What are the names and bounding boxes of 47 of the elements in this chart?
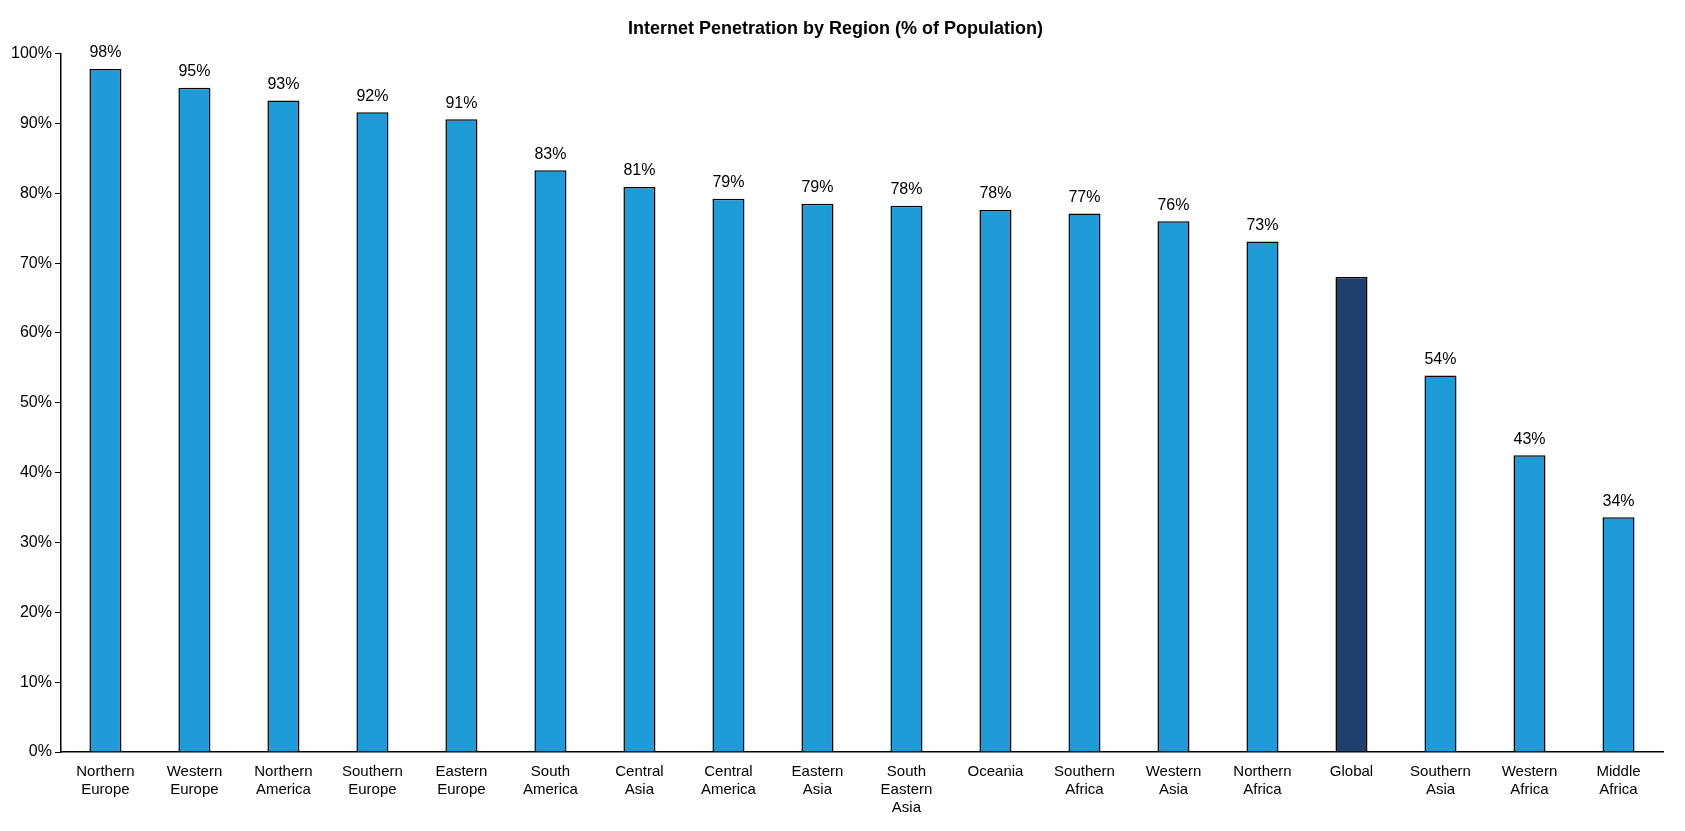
x-tick-label: Eastern Europe: [435, 762, 488, 798]
x-tick-label: Western Africa: [1501, 762, 1558, 798]
x-tick-label: Central Asia: [615, 762, 664, 798]
x-tick-label: Global: [1329, 762, 1374, 780]
x-tick-label: Eastern Asia: [791, 762, 844, 798]
x-tick-label: Middle Africa: [1596, 762, 1641, 798]
y-tick-label: 90%: [19, 113, 52, 131]
x-tick-label: Southern Europe: [341, 762, 403, 798]
x-tick-label: Central America: [700, 762, 757, 798]
y-tick-label: 40%: [19, 463, 52, 481]
y-tick-label: 80%: [19, 183, 52, 201]
data-label: 93%: [267, 74, 300, 92]
data-label: 54%: [1424, 349, 1457, 367]
data-label: 77%: [1068, 187, 1101, 205]
y-tick-label: 20%: [19, 602, 52, 620]
data-label: 92%: [356, 86, 389, 104]
y-tick-label: 50%: [19, 393, 52, 411]
x-tick-label: Southern Asia: [1410, 762, 1471, 798]
data-label: 76%: [1157, 195, 1190, 213]
y-tick-label: 60%: [19, 323, 52, 341]
y-tick-label: 70%: [19, 253, 52, 271]
data-label: 43%: [1513, 429, 1546, 447]
x-tick-label: Western Europe: [166, 762, 223, 798]
y-tick-label: 10%: [19, 672, 52, 690]
data-label: 78%: [890, 180, 923, 198]
x-tick-label: Northern Europe: [76, 762, 135, 798]
data-label: 79%: [801, 178, 834, 196]
data-label: 95%: [178, 62, 211, 80]
y-tick-label: 100%: [11, 44, 52, 62]
data-label: 83%: [534, 144, 567, 162]
chart-title: Internet Penetration by Region (% of Population): [627, 17, 1044, 38]
x-tick-label: South America: [522, 762, 579, 798]
data-label: 81%: [623, 161, 656, 179]
data-label: 98%: [89, 43, 122, 61]
data-label: 73%: [1246, 215, 1279, 233]
y-tick-label: 30%: [19, 532, 52, 550]
data-label: 78%: [979, 184, 1012, 202]
x-tick-label: Oceania: [967, 762, 1025, 780]
x-tick-label: South Eastern Asia: [880, 762, 933, 816]
x-tick-label: Northern America: [254, 762, 313, 798]
data-label: 91%: [445, 93, 478, 111]
x-tick-label: Southern Africa: [1054, 762, 1115, 798]
x-tick-label: Western Asia: [1145, 762, 1202, 798]
data-label: 79%: [712, 173, 745, 191]
x-tick-label: Northern Africa: [1233, 762, 1292, 798]
y-tick-label: 0%: [28, 742, 52, 760]
data-label: 34%: [1602, 491, 1635, 509]
